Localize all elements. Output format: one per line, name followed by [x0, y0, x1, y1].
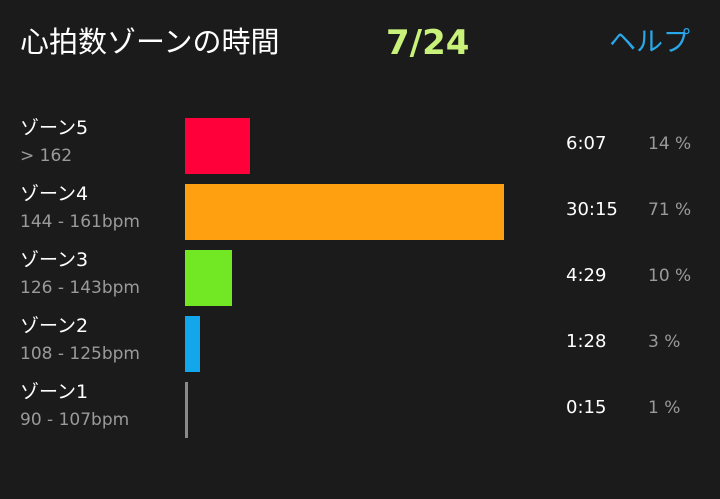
zone-time: 30:15 [566, 199, 618, 220]
help-link[interactable]: ヘルプ [609, 27, 690, 58]
zone-time: 6:07 [566, 133, 607, 154]
zone-name: ゾーン5 [20, 117, 89, 139]
zone-name: ゾーン1 [20, 381, 89, 403]
zone-bar [185, 184, 504, 240]
header: 心拍数ゾーンの時間 7/24 ヘルプ [0, 0, 720, 90]
zone-percent: 1 % [648, 398, 681, 418]
zone-name: ゾーン4 [20, 183, 89, 205]
zone-time: 0:15 [566, 397, 607, 418]
zone-row-3: ゾーン3 126 - 143bpm 4:29 10 % [0, 242, 720, 306]
heart-rate-zone-chart: ゾーン5 > 162 6:07 14 % ゾーン4 144 - 161bpm 3… [0, 110, 720, 450]
zone-range: 108 - 125bpm [20, 344, 140, 364]
zone-bar [185, 382, 188, 438]
zone-time: 1:28 [566, 331, 607, 352]
zone-bar [185, 250, 232, 306]
zone-bar [185, 316, 200, 372]
zone-row-1: ゾーン1 90 - 107bpm 0:15 1 % [0, 374, 720, 438]
zone-range: 144 - 161bpm [20, 212, 140, 232]
zone-name: ゾーン3 [20, 249, 89, 271]
zone-percent: 10 % [648, 266, 692, 286]
zone-percent: 71 % [648, 200, 692, 220]
zone-name: ゾーン2 [20, 315, 89, 337]
zone-time: 4:29 [566, 265, 607, 286]
zone-range: > 162 [20, 146, 73, 166]
zone-percent: 14 % [648, 134, 692, 154]
zone-range: 126 - 143bpm [20, 278, 140, 298]
zone-percent: 3 % [648, 332, 681, 352]
page-title: 心拍数ゾーンの時間 [20, 25, 280, 59]
zone-range: 90 - 107bpm [20, 410, 130, 430]
zone-row-5: ゾーン5 > 162 6:07 14 % [0, 110, 720, 174]
zone-row-4: ゾーン4 144 - 161bpm 30:15 71 % [0, 176, 720, 240]
zone-row-2: ゾーン2 108 - 125bpm 1:28 3 % [0, 308, 720, 372]
date-label: 7/24 [386, 23, 470, 63]
zone-bar [185, 118, 250, 174]
